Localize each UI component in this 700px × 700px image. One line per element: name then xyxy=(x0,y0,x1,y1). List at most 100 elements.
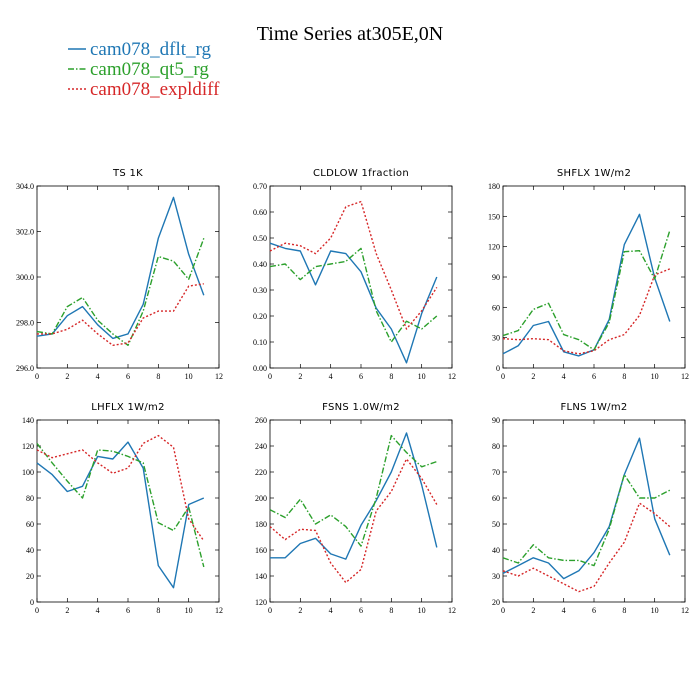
x-tick-label: 6 xyxy=(126,606,130,615)
x-tick-label: 0 xyxy=(268,606,272,615)
series-line-cam078_qt5_rg xyxy=(269,247,438,343)
y-tick-label: 80 xyxy=(26,494,34,503)
y-tick-label: 0.10 xyxy=(253,338,267,347)
y-tick-label: 0.60 xyxy=(253,208,267,217)
panel-5: FLNS 1W/m2 20 30 40 50 60 70 80 90 0 2 4 6 8 10 12 xyxy=(492,402,689,615)
series-line-cam078_dflt_rg xyxy=(36,196,205,340)
y-tick-label: 300.0 xyxy=(16,273,34,282)
y-tick-label: 60 xyxy=(26,520,34,529)
legend-label-2: cam078_expldiff xyxy=(90,79,220,100)
x-tick-label: 8 xyxy=(156,606,160,615)
series-line-cam078_expldiff xyxy=(269,200,438,330)
x-tick-label: 12 xyxy=(215,372,223,381)
y-tick-label: 180 xyxy=(255,520,267,529)
panel-0: TS 1K 296.0 298.0 300.0 302.0 304.0 0 2 4 6 8 10 12 xyxy=(16,168,223,381)
x-tick-label: 4 xyxy=(329,372,333,381)
y-tick-label: 0.20 xyxy=(253,312,267,321)
panel-4: FSNS 1.0W/m2 120 140 160 180 200 220 240 260 0 2 4 6… xyxy=(255,402,456,615)
series-line-cam078_qt5_rg xyxy=(36,238,205,346)
x-tick-label: 4 xyxy=(96,372,100,381)
legend-label-0: cam078_dflt_rg xyxy=(90,39,212,60)
x-tick-label: 12 xyxy=(681,372,689,381)
panel-title: FLNS 1W/m2 xyxy=(560,402,627,413)
y-tick-label: 0.70 xyxy=(253,182,267,191)
panel-3: LHFLX 1W/m2 0 20 40 60 80 100 120 140 0 2 4 6 8 10 12 xyxy=(22,402,223,615)
x-tick-label: 6 xyxy=(359,606,363,615)
panel-title: SHFLX 1W/m2 xyxy=(557,168,631,179)
y-tick-label: 150 xyxy=(488,212,500,221)
y-tick-label: 0 xyxy=(496,364,500,373)
x-tick-label: 6 xyxy=(359,372,363,381)
x-tick-label: 2 xyxy=(531,606,535,615)
y-tick-label: 0.50 xyxy=(253,234,267,243)
plot-frame xyxy=(36,185,220,369)
x-tick-label: 12 xyxy=(215,606,223,615)
y-tick-label: 40 xyxy=(492,546,500,555)
y-tick-label: 298.0 xyxy=(16,319,34,328)
y-tick-label: 90 xyxy=(492,273,500,282)
y-tick-label: 200 xyxy=(255,494,267,503)
y-tick-label: 30 xyxy=(492,334,500,343)
panels: TS 1K 296.0 298.0 300.0 302.0 304.0 0 2 4 6 8 10 12 C… xyxy=(16,168,689,615)
series-line-cam078_expldiff xyxy=(502,268,671,355)
x-tick-label: 0 xyxy=(501,606,505,615)
plot-frame xyxy=(269,185,453,369)
y-tick-label: 240 xyxy=(255,442,267,451)
series-line-cam078_expldiff xyxy=(36,434,205,542)
x-tick-label: 2 xyxy=(298,606,302,615)
x-tick-label: 12 xyxy=(681,606,689,615)
series-line-cam078_expldiff xyxy=(37,283,204,346)
series-line-cam078_qt5_rg xyxy=(269,434,438,547)
y-tick-label: 30 xyxy=(492,572,500,581)
series-line-cam078_dflt_rg xyxy=(502,437,671,580)
x-tick-label: 10 xyxy=(185,606,193,615)
panel-title: TS 1K xyxy=(112,168,143,179)
y-tick-label: 60 xyxy=(492,494,500,503)
panel-title: CLDLOW 1fraction xyxy=(313,168,409,179)
y-tick-label: 302.0 xyxy=(16,228,34,237)
x-tick-label: 4 xyxy=(96,606,100,615)
y-tick-label: 100 xyxy=(22,468,34,477)
x-tick-label: 8 xyxy=(156,372,160,381)
y-tick-label: 304.0 xyxy=(16,182,34,191)
x-tick-label: 10 xyxy=(418,372,426,381)
y-tick-label: 0 xyxy=(30,598,34,607)
x-tick-label: 8 xyxy=(622,372,626,381)
y-tick-label: 0.00 xyxy=(253,364,267,373)
y-tick-label: 120 xyxy=(22,442,34,451)
series-line-cam078_qt5_rg xyxy=(36,442,205,568)
x-tick-label: 4 xyxy=(329,606,333,615)
y-tick-label: 60 xyxy=(492,303,500,312)
x-tick-label: 10 xyxy=(651,606,659,615)
y-tick-label: 0.40 xyxy=(253,260,267,269)
figure-title: Time Series at305E,0N xyxy=(257,23,443,45)
y-tick-label: 20 xyxy=(26,572,34,581)
y-tick-label: 70 xyxy=(492,468,500,477)
y-tick-label: 260 xyxy=(255,416,267,425)
y-tick-label: 160 xyxy=(255,546,267,555)
y-tick-label: 180 xyxy=(488,182,500,191)
panel-2: SHFLX 1W/m2 0 30 60 90 120 150 180 0 2 4 6 8 10 12 xyxy=(488,168,689,381)
series-line-cam078_dflt_rg xyxy=(270,432,438,560)
x-tick-label: 2 xyxy=(298,372,302,381)
x-tick-label: 2 xyxy=(65,372,69,381)
x-tick-label: 12 xyxy=(448,372,456,381)
x-tick-label: 10 xyxy=(185,372,193,381)
y-tick-label: 120 xyxy=(255,598,267,607)
plot-frame xyxy=(36,419,220,603)
series-line-cam078_qt5_rg xyxy=(502,230,671,351)
legend: cam078_dflt_rgcam078_qt5_rgcam078_expldi… xyxy=(68,39,220,100)
x-tick-label: 4 xyxy=(562,372,566,381)
y-tick-label: 296.0 xyxy=(16,364,34,373)
y-tick-label: 50 xyxy=(492,520,500,529)
x-tick-label: 6 xyxy=(592,606,596,615)
y-tick-label: 80 xyxy=(492,442,500,451)
y-tick-label: 40 xyxy=(26,546,34,555)
y-tick-label: 140 xyxy=(22,416,34,425)
panel-1: CLDLOW 1fraction 0.00 0.10 0.20 0.30 0.40 0.50… xyxy=(253,168,456,381)
plot-frame xyxy=(502,185,686,369)
x-tick-label: 6 xyxy=(126,372,130,381)
x-tick-label: 8 xyxy=(622,606,626,615)
x-tick-label: 6 xyxy=(592,372,596,381)
